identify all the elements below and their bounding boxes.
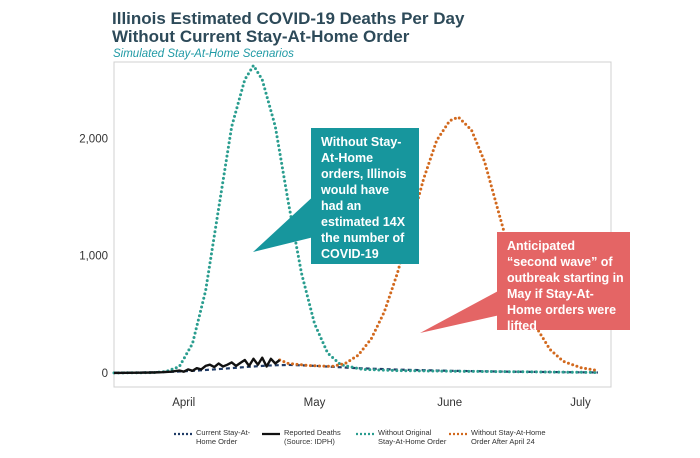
callout-red: Anticipated “second wave” of outbreak st… [497, 232, 630, 333]
callout-teal: Without Stay-At-Home orders, Illinois wo… [311, 128, 419, 277]
legend-label: Stay-At-Home Order [378, 437, 447, 446]
x-tick-label: May [304, 397, 326, 409]
legend-label: (Source: IDPH) [284, 437, 335, 446]
y-tick-label: 2,000 [79, 133, 108, 145]
x-tick-label: July [570, 397, 591, 409]
plot-frame [113, 61, 612, 388]
x-tick-label: April [172, 397, 195, 409]
legend-label: Order After April 24 [471, 437, 535, 446]
series-reported-deaths [113, 356, 281, 375]
legend-label: Home Order [196, 437, 238, 446]
y-tick-label: 0 [102, 368, 108, 380]
chart-title: Illinois Estimated COVID-19 Deaths Per D… [112, 10, 492, 46]
chart-title-line-2: Without Current Stay-At-Home Order [112, 27, 410, 46]
series-without-after-april24 [278, 115, 600, 373]
legend-label: Current Stay-At- [196, 428, 251, 437]
chart-title-line-1: Illinois Estimated COVID-19 Deaths Per D… [112, 9, 465, 28]
legend-label: Without Stay-At-Home [471, 428, 546, 437]
series-without-original [112, 64, 600, 375]
legend-label: Reported Deaths [284, 428, 341, 437]
callout-red-pointer [420, 290, 500, 333]
chart-subtitle: Simulated Stay-At-Home Scenarios [113, 48, 294, 60]
callout-teal-pointer [253, 192, 318, 252]
y-tick-label: 1,000 [79, 251, 108, 263]
legend-label: Without Original [378, 428, 432, 437]
x-tick-label: June [437, 397, 462, 409]
